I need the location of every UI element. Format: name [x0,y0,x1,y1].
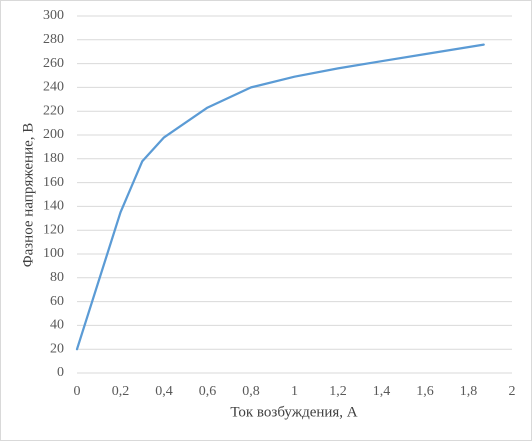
x-tick-label: 1,6 [416,384,434,399]
x-tick-label: 0,8 [242,384,260,399]
y-tick-label: 80 [50,270,64,285]
x-tick-label: 1,4 [373,384,391,399]
y-tick-label: 260 [43,56,64,71]
y-tick-label: 300 [43,8,64,23]
x-tick-label: 2 [509,384,516,399]
x-tick-label: 0,2 [112,384,130,399]
x-tick-label: 1 [291,384,298,399]
x-tick-label: 0,4 [155,384,173,399]
x-tick-label: 0,6 [199,384,217,399]
y-tick-label: 180 [43,151,64,166]
y-tick-label: 280 [43,32,64,47]
y-tick-label: 220 [43,103,64,118]
y-tick-label: 160 [43,175,64,190]
x-tick-label: 1,8 [460,384,478,399]
y-tick-label: 0 [57,365,64,380]
y-tick-label: 20 [50,341,64,356]
y-tick-label: 100 [43,246,64,261]
y-axis-title: Фазное напряжение, В [20,123,36,268]
y-tick-label: 60 [50,294,64,309]
data-line [75,43,485,351]
y-tick-label: 120 [43,222,64,237]
y-tick-label: 140 [43,199,64,214]
y-tick-label: 240 [43,80,64,95]
x-tick-label: 1,2 [329,384,347,399]
x-axis-title: Ток возбуждения, А [230,404,357,420]
y-tick-label: 40 [50,318,64,333]
y-tick-label: 200 [43,127,64,142]
x-tick-label: 0 [74,384,81,399]
